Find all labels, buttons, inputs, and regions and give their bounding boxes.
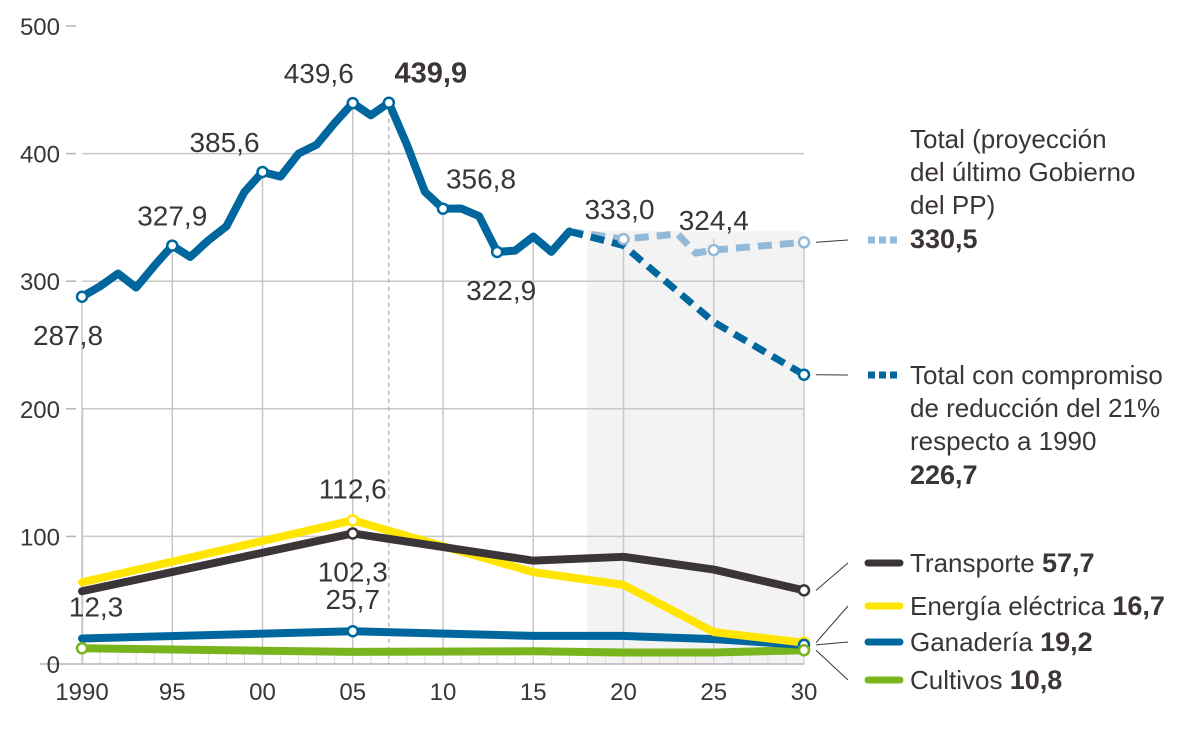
legend-label: de reducción del 21% (910, 393, 1160, 423)
data-point-marker (797, 236, 811, 249)
data-point-marker (797, 584, 811, 597)
legend-label: respecto a 1990 (910, 426, 1096, 456)
data-label: 333,0 (584, 194, 654, 225)
legend-connector (815, 239, 849, 243)
data-point-marker (75, 290, 89, 304)
series-line-ganader-a (78, 627, 808, 649)
series-line-energ-a-el-ctrica (78, 516, 808, 647)
data-point-marker (75, 642, 89, 655)
y-tick-label: 400 (20, 142, 60, 169)
series-line-total (78, 98, 574, 301)
series-markers (75, 96, 811, 657)
legend-label: Ganadería 19,2 (910, 627, 1093, 657)
series-line-total-proyecci-n-del-ltimo-gobierno-del-pp- (568, 227, 805, 257)
legend-value: 226,7 (910, 460, 978, 490)
data-label: 385,6 (189, 127, 259, 158)
legend-connector (815, 562, 849, 591)
data-point-marker (346, 527, 359, 540)
data-point-marker (382, 96, 396, 109)
y-axis: 0 100 200 300 400 500 (20, 14, 76, 679)
legend-connector (815, 605, 849, 644)
series-lines (78, 98, 808, 657)
legend-value: 19,2 (1040, 627, 1093, 657)
x-tick-label: 00 (249, 679, 276, 706)
y-tick-label: 500 (20, 14, 60, 41)
legend-label: Total con compromiso (910, 360, 1163, 390)
legend-value: 10,8 (1010, 665, 1063, 695)
x-tick-label: 20 (610, 679, 637, 706)
data-label: 25,7 (326, 584, 381, 615)
x-tick-label: 25 (700, 679, 727, 706)
data-label: 322,9 (466, 275, 536, 306)
x-tick-label: 1990 (55, 679, 108, 706)
legend-label: Energía eléctrica 16,7 (910, 591, 1165, 621)
x-tick-label: 95 (159, 679, 186, 706)
legend-connector (815, 641, 849, 646)
legend-label: Transporte 57,7 (910, 548, 1095, 578)
series-line-transporte (78, 529, 808, 596)
x-tick-label: 15 (520, 679, 547, 706)
legend-label: Total (proyección (910, 124, 1107, 154)
projection-shading (587, 231, 804, 664)
data-point-marker (490, 245, 504, 259)
legend-connector (815, 649, 849, 681)
data-point-marker (346, 514, 359, 527)
data-point-marker (797, 643, 811, 657)
data-label: 112,6 (319, 473, 387, 504)
series-line-total-con-compromiso-de-reducci-n-del-21-respecto-a-1990 (568, 228, 806, 378)
data-label: 324,4 (679, 205, 749, 236)
data-label: 439,9 (395, 58, 468, 90)
data-point-marker (346, 624, 359, 638)
data-point-marker (617, 232, 630, 246)
legend-label: del PP) (910, 190, 995, 220)
x-tick-label: 05 (339, 679, 366, 706)
data-point-marker (346, 96, 359, 110)
data-labels: 287,8 327,9 385,6 439,6 439,9 356,8 322,9 333,0… (33, 58, 749, 623)
y-tick-label: 200 (20, 397, 60, 424)
y-tick-label: 100 (20, 524, 60, 551)
data-point-marker (797, 368, 811, 381)
legend-label: Cultivos 10,8 (910, 665, 1062, 695)
data-point-marker (436, 202, 450, 215)
y-tick-label: 0 (47, 652, 60, 679)
data-label: 356,8 (446, 164, 516, 195)
x-tick-label: 30 (791, 679, 818, 706)
legend-value: 330,5 (910, 224, 978, 254)
y-tick-label: 300 (20, 269, 60, 296)
legend-value: 57,7 (1042, 548, 1095, 578)
x-axis: 1990 95 00 05 10 15 20 25 30 (55, 679, 817, 706)
data-point-marker (256, 165, 269, 179)
data-label: 102,3 (318, 556, 388, 587)
data-label: 287,8 (33, 320, 103, 351)
legend-label: del último Gobierno (910, 157, 1135, 187)
legend-value: 16,7 (1112, 591, 1165, 621)
x-tick-label: 10 (430, 679, 457, 706)
data-point-marker (707, 243, 720, 257)
data-label: 327,9 (137, 201, 207, 232)
series-line-cultivos (78, 644, 808, 657)
data-label: 12,3 (69, 591, 124, 622)
data-point-marker (166, 239, 179, 252)
data-label: 439,6 (284, 58, 354, 89)
